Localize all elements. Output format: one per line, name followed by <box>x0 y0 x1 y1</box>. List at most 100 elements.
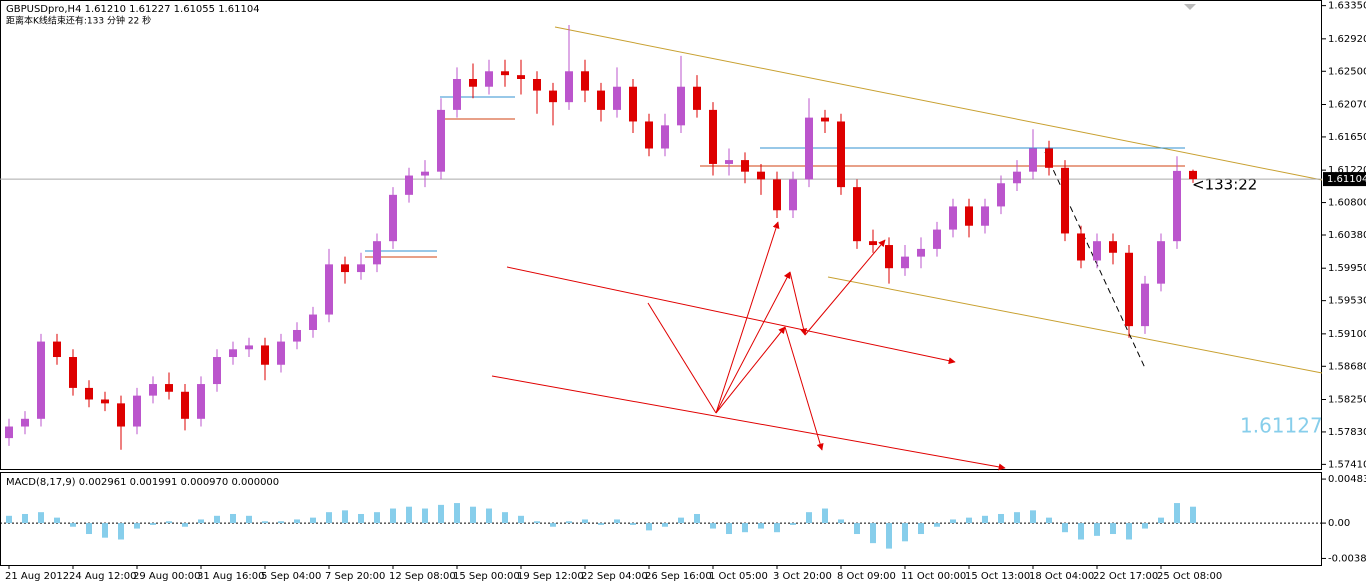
macd-bar <box>886 523 892 549</box>
y-tick-label: 0.004833 <box>1328 474 1366 485</box>
y-tick-label: -0.00388 <box>1328 553 1366 564</box>
subtitle: 距离本K线结束还有:133 分钟 22 秒 <box>6 15 151 27</box>
y-tick-label: 1.63350 <box>1328 1 1366 12</box>
candle-body <box>245 345 253 350</box>
macd-bar <box>230 513 236 524</box>
candle-body <box>1013 171 1021 184</box>
candle-body <box>53 341 61 358</box>
candle-body <box>485 71 493 87</box>
candle-body <box>1173 170 1181 242</box>
y-tick-label: 1.59530 <box>1328 296 1366 307</box>
arrow <box>715 271 791 414</box>
candle-body <box>341 264 349 273</box>
macd-bar <box>614 519 620 524</box>
y-tick-label: 1.59950 <box>1328 263 1366 274</box>
macd-bar <box>1110 523 1116 535</box>
candle-body <box>821 117 829 122</box>
y-tick-label: 1.60380 <box>1328 230 1366 241</box>
macd-bar <box>790 523 796 525</box>
macd-bar <box>326 512 332 524</box>
x-tick-label: 22 Oct 17:00 <box>1093 571 1158 582</box>
macd-bar <box>118 523 124 540</box>
candle-body <box>725 160 733 164</box>
macd-bar <box>1078 523 1084 540</box>
macd-bar <box>998 513 1004 524</box>
y-tick-label: 1.61220 <box>1328 165 1366 176</box>
macd-bar <box>774 523 780 533</box>
macd-bar <box>982 515 988 524</box>
macd-bar <box>1142 523 1148 529</box>
candle-body <box>5 426 13 439</box>
candle-body <box>645 121 653 149</box>
x-tick-label: 18 Oct 04:00 <box>1029 571 1094 582</box>
candle-body <box>869 241 877 246</box>
macd-bar <box>38 512 44 524</box>
macd-bar <box>22 513 28 524</box>
macd-bar <box>102 523 108 538</box>
candle-body <box>517 75 525 79</box>
candle-body <box>21 418 29 427</box>
x-tick-label: 31 Aug 16:00 <box>197 571 264 582</box>
drawings <box>365 4 1323 471</box>
candle-body <box>469 79 477 87</box>
candle-body <box>853 187 861 242</box>
candle-body <box>1125 252 1133 327</box>
macd-bar <box>150 523 156 525</box>
macd-bar <box>950 519 956 524</box>
macd-bar <box>54 517 60 524</box>
macd-bar <box>918 523 924 535</box>
candle-body <box>1141 283 1149 327</box>
x-tick-label: 21 Aug 2012 <box>5 571 69 582</box>
candle-body <box>261 345 269 365</box>
countdown: <133:22 <box>1192 176 1257 194</box>
candle-body <box>805 117 813 180</box>
arrow <box>506 266 956 365</box>
macd-bar <box>534 521 540 524</box>
macd-bar <box>870 523 876 544</box>
macd-bar <box>198 519 204 524</box>
macd-bar <box>246 515 252 524</box>
y-tick-label: 1.62920 <box>1328 34 1366 45</box>
candle-body <box>677 86 685 126</box>
macd-bar <box>1094 523 1100 536</box>
macd-bar <box>1126 523 1132 540</box>
macd-bar <box>678 517 684 524</box>
y-tick-label: 1.58680 <box>1328 361 1366 372</box>
x-tick-label: 8 Oct 09:00 <box>837 571 896 582</box>
macd-bar <box>598 523 604 525</box>
macd-bar <box>486 508 492 524</box>
macd-bar <box>1062 523 1068 533</box>
macd-bar <box>966 517 972 524</box>
price-label: 1.61127 <box>1240 414 1323 438</box>
candle-body <box>197 384 205 419</box>
candle-body <box>549 90 557 103</box>
candle-body <box>981 206 989 226</box>
candle-body <box>1029 148 1037 172</box>
candle-body <box>421 171 429 176</box>
candle-body <box>741 160 749 172</box>
y-tick-label: 1.61650 <box>1328 132 1366 143</box>
macd-bar <box>854 523 860 535</box>
macd-bar <box>358 513 364 524</box>
arrow <box>784 326 824 451</box>
candle-body <box>293 329 301 342</box>
x-tick-label: 5 Sep 04:00 <box>261 571 321 582</box>
macd-bar <box>390 508 396 524</box>
macd-bar <box>70 523 76 527</box>
candle-body <box>357 264 365 273</box>
candle-body <box>229 349 237 358</box>
candle-body <box>133 395 141 427</box>
candle-body <box>437 109 445 172</box>
macd-bar <box>1014 512 1020 524</box>
macd-bar <box>438 504 444 524</box>
macd-panel <box>0 472 1322 566</box>
candle-body <box>117 403 125 427</box>
candle-body <box>149 384 157 396</box>
candle-body <box>885 245 893 269</box>
candle-body <box>373 241 381 265</box>
candle-body <box>1045 148 1053 168</box>
y-tick-label: 1.58250 <box>1328 394 1366 405</box>
macd-bar <box>566 521 572 524</box>
y-tick-label: 1.57410 <box>1328 459 1366 470</box>
